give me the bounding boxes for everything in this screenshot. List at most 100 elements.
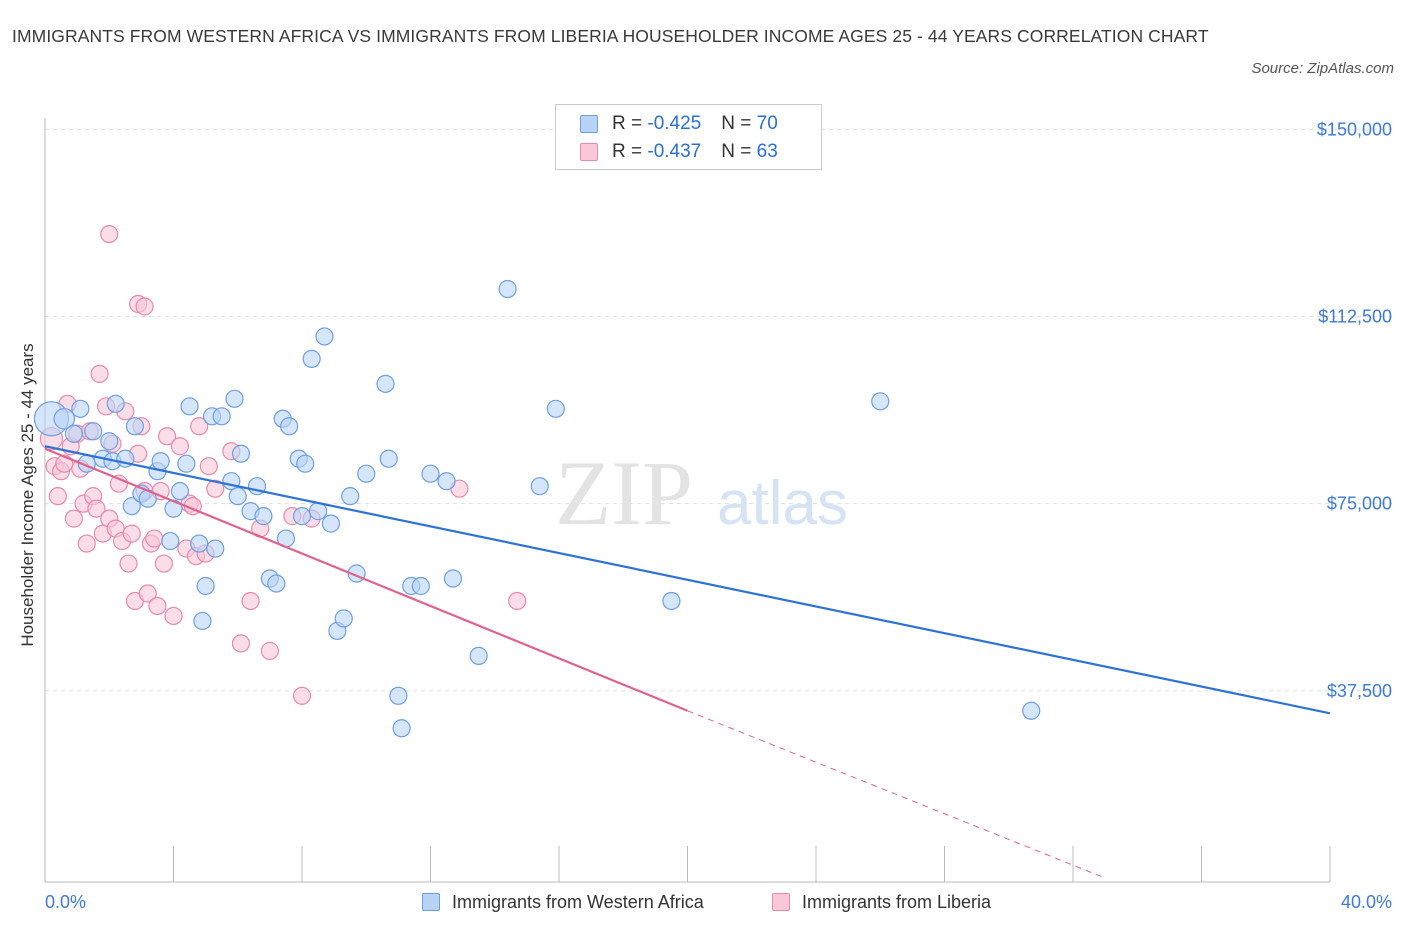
data-point <box>357 464 376 483</box>
data-point <box>411 576 430 596</box>
data-point <box>119 554 138 573</box>
data-point <box>190 417 209 436</box>
data-point <box>157 427 177 446</box>
data-point <box>170 482 190 501</box>
data-point <box>206 539 225 558</box>
data-point <box>90 364 109 383</box>
data-point <box>122 524 141 543</box>
data-point <box>64 424 84 443</box>
data-point <box>546 399 565 418</box>
legend-swatch-blue <box>580 115 598 133</box>
bottom-legend-swatch-blue <box>422 893 440 911</box>
data-point <box>292 507 312 526</box>
data-point <box>212 407 231 426</box>
trend-line-western-africa <box>44 445 1331 715</box>
data-point <box>206 479 225 498</box>
data-point <box>190 534 209 553</box>
data-point <box>231 634 251 653</box>
y-tick-label: $75,000 <box>1327 494 1392 514</box>
chart-title: IMMIGRANTS FROM WESTERN AFRICA VS IMMIGR… <box>12 26 1209 46</box>
bottom-legend-label: Immigrants from Western Africa <box>452 891 704 912</box>
data-point <box>125 417 145 436</box>
data-point <box>48 487 67 506</box>
data-point <box>77 534 96 553</box>
data-point <box>376 374 395 393</box>
y-tick-label: $37,500 <box>1327 681 1392 701</box>
data-point <box>84 422 103 441</box>
bottom-legend-swatch-pink <box>772 893 790 911</box>
data-point <box>161 531 180 551</box>
data-point <box>64 509 84 528</box>
legend-r-value: -0.425 <box>647 113 702 134</box>
data-point <box>267 574 286 593</box>
data-point <box>315 327 334 346</box>
data-point <box>100 432 119 451</box>
data-point <box>196 576 215 596</box>
data-point <box>437 472 456 491</box>
legend-r-label: R = <box>612 141 648 162</box>
data-point <box>1022 701 1041 720</box>
axes <box>44 118 1331 883</box>
data-point <box>135 297 154 316</box>
trend-line-liberia <box>44 447 688 712</box>
data-point <box>389 686 408 705</box>
trend-lines <box>44 445 1331 879</box>
data-point <box>228 487 247 506</box>
x-tick-labels: 0.0% 40.0% <box>45 892 1392 912</box>
data-point <box>254 507 273 526</box>
data-point <box>193 611 212 631</box>
y-tick-labels: $37,500 $75,000 $112,500 $150,000 <box>1317 119 1392 701</box>
data-point <box>122 497 141 516</box>
data-point <box>87 499 106 518</box>
liberia-points <box>39 225 527 705</box>
data-point <box>530 477 549 496</box>
data-point <box>177 454 196 473</box>
data-point <box>302 349 321 368</box>
bottom-legend-western-africa: Immigrants from Western Africa <box>422 887 704 917</box>
data-point <box>180 397 199 416</box>
x-tick-label: 40.0% <box>1341 892 1392 912</box>
data-point <box>145 529 164 548</box>
data-point <box>154 554 173 573</box>
legend-row-liberia: R = -0.437 N = 63 <box>580 137 778 167</box>
grid-lines <box>45 128 1392 692</box>
data-point <box>260 641 279 660</box>
data-point <box>498 279 517 299</box>
watermark-atlas: atlas <box>717 469 848 538</box>
data-point <box>170 437 190 456</box>
data-point <box>225 389 244 408</box>
source-label: Source: ZipAtlas.com <box>1251 60 1394 77</box>
bottom-legend-liberia: Immigrants from Liberia <box>772 887 991 917</box>
data-point <box>662 591 681 611</box>
data-point <box>508 591 527 611</box>
data-point <box>241 591 260 611</box>
y-tick-label: $150,000 <box>1317 119 1392 139</box>
legend-n-value: 70 <box>756 113 778 134</box>
legend-row-western-africa: R = -0.425 N = 70 <box>580 109 778 139</box>
legend-n-label: N = <box>721 141 757 162</box>
data-point <box>106 394 125 413</box>
data-point <box>199 457 218 476</box>
correlation-legend: R = -0.425 N = 70 R = -0.437 N = 63 <box>555 104 822 170</box>
trend-line-liberia-extension <box>687 710 1106 879</box>
data-point <box>148 596 167 616</box>
data-point <box>231 444 251 463</box>
y-axis-label: Householder Income Ages 25 - 44 years <box>18 343 37 647</box>
data-point <box>100 225 119 244</box>
data-point <box>71 399 90 418</box>
legend-n-value: 63 <box>756 141 778 162</box>
data-point <box>871 392 890 411</box>
data-point <box>292 686 312 705</box>
y-tick-label: $112,500 <box>1318 306 1392 326</box>
legend-swatch-pink <box>580 143 598 161</box>
data-point <box>151 452 170 471</box>
data-point <box>421 464 440 483</box>
data-point <box>341 487 360 506</box>
data-point <box>280 417 299 436</box>
data-point <box>379 449 398 468</box>
legend-r-label: R = <box>612 113 648 134</box>
data-point <box>443 569 463 588</box>
data-point <box>392 719 411 738</box>
data-point <box>334 609 353 628</box>
